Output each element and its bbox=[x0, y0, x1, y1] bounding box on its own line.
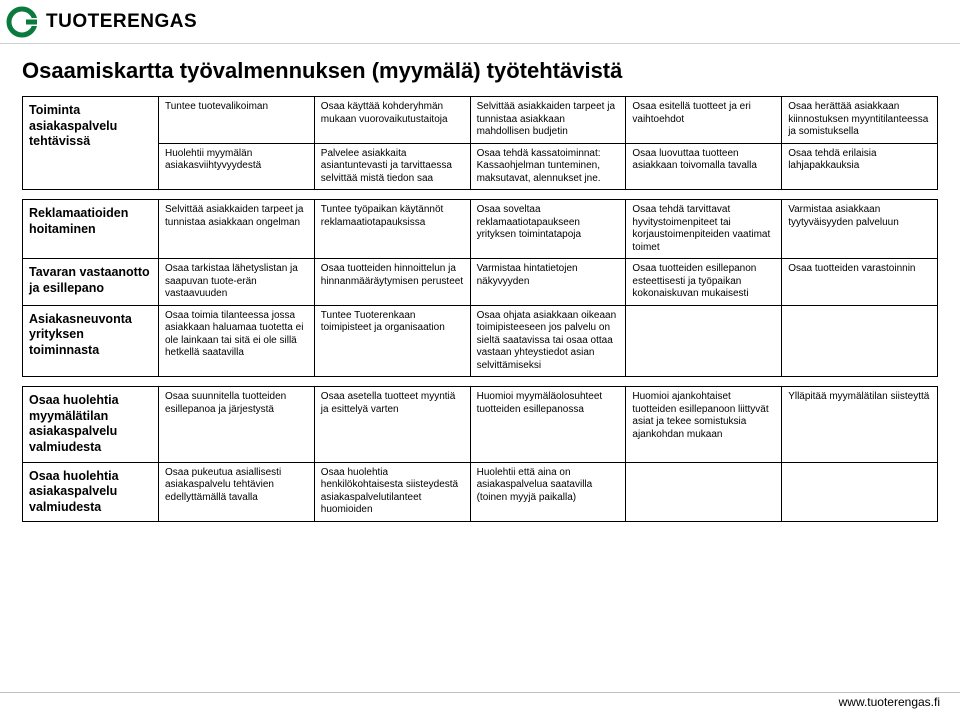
competence-cell: Huolehtii myymälän asiakasviihtyvyydestä bbox=[159, 143, 315, 190]
competence-cell: Huomioi ajankohtaiset tuotteiden esillep… bbox=[626, 387, 782, 463]
table-row: Tavaran vastaanotto ja esillepanoOsaa ta… bbox=[23, 259, 938, 306]
competence-cell: Osaa tuotteiden hinnoittelun ja hinnanmä… bbox=[314, 259, 470, 306]
competence-cell: Huomioi myymäläolosuhteet tuotteiden esi… bbox=[470, 387, 626, 463]
competence-cell: Osaa tarkistaa lähetyslistan ja saapuvan… bbox=[159, 259, 315, 306]
competence-cell: Osaa ohjata asiakkaan oikeaan toimipiste… bbox=[470, 305, 626, 377]
competence-cell: Selvittää asiakkaiden tarpeet ja tunnist… bbox=[470, 97, 626, 144]
competence-cell: Palvelee asiakkaita asiantuntevasti ja t… bbox=[314, 143, 470, 190]
competence-cell: Osaa suunnitella tuotteiden esillepanoa … bbox=[159, 387, 315, 463]
competence-cell: Osaa tuotteiden esillepanon esteettisest… bbox=[626, 259, 782, 306]
competence-cell: Osaa tehdä kassatoiminnat: Kassaohjelman… bbox=[470, 143, 626, 190]
competence-cell bbox=[782, 305, 938, 377]
table-row: Osaa huolehtia asiakaspalvelu valmiudest… bbox=[23, 462, 938, 522]
section-header: Osaa huolehtia myymälätilan asiakaspalve… bbox=[23, 387, 159, 463]
competence-cell: Ylläpitää myymälätilan siisteyttä bbox=[782, 387, 938, 463]
competence-cell: Varmistaa hintatietojen näkyvyyden bbox=[470, 259, 626, 306]
competence-cell: Osaa toimia tilanteessa jossa asiakkaan … bbox=[159, 305, 315, 377]
competence-cell bbox=[626, 305, 782, 377]
competence-cell: Tuntee työpaikan käytännöt reklamaatiota… bbox=[314, 200, 470, 259]
competence-cell: Osaa tuotteiden varastoinnin bbox=[782, 259, 938, 306]
competence-cell: Osaa käyttää kohderyhmän mukaan vuorovai… bbox=[314, 97, 470, 144]
competence-cell: Osaa huolehtia henkilökohtaisesta siiste… bbox=[314, 462, 470, 522]
table-row: Asiakasneuvonta yrityksen toiminnastaOsa… bbox=[23, 305, 938, 377]
competence-table: Toiminta asiakaspalvelu tehtävissäTuntee… bbox=[22, 96, 938, 522]
competence-cell: Osaa tehdä tarvittavat hyvitystoimenpite… bbox=[626, 200, 782, 259]
competence-cell bbox=[626, 462, 782, 522]
page-title: Osaamiskartta työvalmennuksen (myymälä) … bbox=[22, 58, 938, 84]
competence-cell: Tuntee tuotevalikoiman bbox=[159, 97, 315, 144]
competence-cell: Osaa soveltaa reklamaatiotapaukseen yrit… bbox=[470, 200, 626, 259]
competence-cell: Osaa esitellä tuotteet ja eri vaihtoehdo… bbox=[626, 97, 782, 144]
table-row: Toiminta asiakaspalvelu tehtävissäTuntee… bbox=[23, 97, 938, 144]
competence-cell: Osaa pukeutua asiallisesti asiakaspalvel… bbox=[159, 462, 315, 522]
section-header: Osaa huolehtia asiakaspalvelu valmiudest… bbox=[23, 462, 159, 522]
competence-cell: Osaa luovuttaa tuotteen asiakkaan toivom… bbox=[626, 143, 782, 190]
section-header: Tavaran vastaanotto ja esillepano bbox=[23, 259, 159, 306]
page-content: Osaamiskartta työvalmennuksen (myymälä) … bbox=[0, 44, 960, 522]
competence-cell: Tuntee Tuoterenkaan toimipisteet ja orga… bbox=[314, 305, 470, 377]
competence-cell: Huolehtii että aina on asiakaspalvelua s… bbox=[470, 462, 626, 522]
table-row: Osaa huolehtia myymälätilan asiakaspalve… bbox=[23, 387, 938, 463]
section-header: Toiminta asiakaspalvelu tehtävissä bbox=[23, 97, 159, 190]
section-header: Reklamaatioiden hoitaminen bbox=[23, 200, 159, 259]
footer-url: www.tuoterengas.fi bbox=[839, 695, 940, 709]
competence-cell bbox=[782, 462, 938, 522]
topbar: TUOTERENGAS bbox=[0, 0, 960, 44]
competence-cell: Selvittää asiakkaiden tarpeet ja tunnist… bbox=[159, 200, 315, 259]
table-row: Reklamaatioiden hoitaminenSelvittää asia… bbox=[23, 200, 938, 259]
competence-cell: Osaa tehdä erilaisia lahjapakkauksia bbox=[782, 143, 938, 190]
section-header: Asiakasneuvonta yrityksen toiminnasta bbox=[23, 305, 159, 377]
competence-cell: Osaa herättää asiakkaan kiinnostuksen my… bbox=[782, 97, 938, 144]
brand-name: TUOTERENGAS bbox=[46, 11, 197, 33]
logo-icon bbox=[6, 6, 38, 38]
table-row: Huolehtii myymälän asiakasviihtyvyydestä… bbox=[23, 143, 938, 190]
competence-cell: Varmistaa asiakkaan tyytyväisyyden palve… bbox=[782, 200, 938, 259]
competence-cell: Osaa asetella tuotteet myyntiä ja esitte… bbox=[314, 387, 470, 463]
